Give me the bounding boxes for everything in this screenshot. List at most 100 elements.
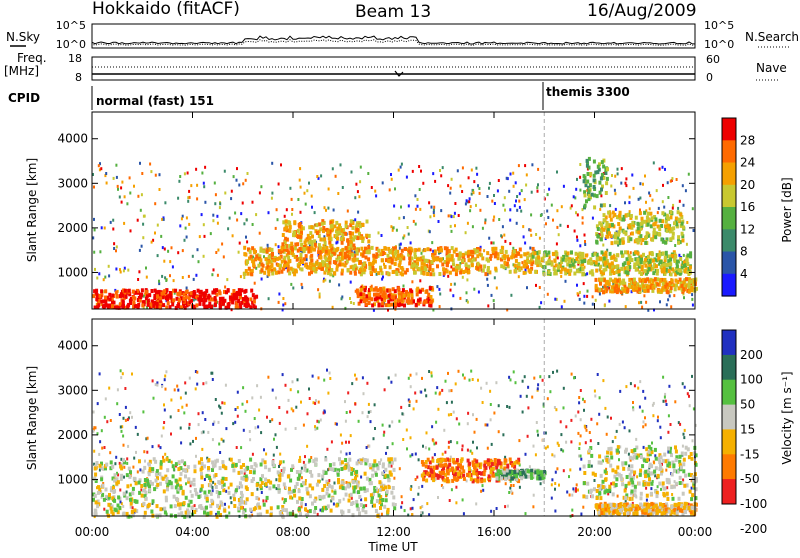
power-cell	[408, 233, 410, 236]
power-feature-2-cell	[459, 251, 462, 255]
power-cell	[669, 295, 671, 298]
power-feature-0-cell	[169, 294, 172, 298]
velocity-cell	[555, 408, 557, 411]
power-cell	[374, 190, 376, 193]
velocity-cell	[525, 453, 527, 456]
power-feature-2-cell	[308, 272, 311, 276]
velocity-cell	[642, 410, 644, 413]
power-feature-0-cell	[136, 304, 139, 308]
power-cell	[531, 191, 533, 194]
velocity-feature-0-cell	[446, 469, 449, 473]
power-feature-4-cell	[308, 247, 311, 251]
power-cell	[104, 227, 106, 230]
freq-tick-top: 18	[68, 52, 82, 65]
velocity-feature-2-cell	[330, 509, 333, 513]
power-feature-0-cell	[238, 288, 241, 292]
power-feature-2-cell	[411, 264, 414, 268]
power-feature-3-cell	[611, 261, 614, 265]
power-feature-3-cell	[604, 262, 607, 266]
power-feature-2-cell	[341, 269, 344, 273]
power-feature-2-cell	[337, 256, 340, 260]
velocity-feature-1-cell	[530, 469, 533, 473]
velocity-feature-0-cell	[491, 462, 494, 466]
power-feature-4-cell	[346, 239, 349, 243]
power-cell	[582, 216, 584, 219]
power-cell	[482, 227, 484, 230]
velocity-cell	[527, 386, 529, 389]
velocity-cell	[345, 441, 347, 444]
velocity-cell	[617, 495, 619, 498]
velocity-cell	[295, 427, 297, 430]
velocity-cell	[590, 439, 592, 442]
power-feature-2-cell	[363, 262, 366, 266]
velocity-cell	[583, 409, 585, 412]
power-feature-7-cell	[611, 241, 614, 245]
power-feature-2-cell	[351, 258, 354, 262]
power-cell	[686, 221, 688, 224]
power-cell	[667, 181, 669, 184]
power-cell	[133, 185, 135, 188]
power-feature-7-cell	[681, 222, 684, 226]
power-cell	[301, 283, 303, 286]
power-cell	[186, 216, 188, 219]
velocity-cell	[273, 454, 275, 457]
power-feature-3-cell	[599, 257, 602, 261]
power-feature-7-cell	[639, 211, 642, 215]
velocity-cell	[271, 418, 273, 421]
power-feature-4-cell	[298, 225, 301, 229]
velocity-cell	[314, 428, 316, 431]
velocity-cell	[510, 490, 512, 493]
power-feature-2-cell	[367, 250, 370, 254]
velocity-cell	[632, 401, 634, 404]
velocity-cell	[462, 374, 464, 377]
power-cell	[169, 274, 171, 277]
power-feature-5-cell	[600, 176, 603, 180]
velocity-cell	[670, 423, 672, 426]
power-feature-3-cell	[575, 257, 578, 261]
power-feature-2-cell	[375, 252, 378, 256]
velocity-feature-2-cell	[321, 474, 324, 478]
velocity-feature-0-cell	[422, 462, 425, 466]
velocity-feature-0-cell	[439, 471, 442, 475]
velocity-cell	[522, 380, 524, 383]
power-cell	[639, 182, 641, 185]
velocity-cell	[410, 488, 412, 491]
power-feature-2-cell	[287, 256, 290, 260]
velocity-feature-0-cell	[425, 460, 428, 464]
velocity-feature-0-cell	[446, 477, 449, 481]
velocity-cell	[596, 422, 598, 425]
velocity-cell	[350, 434, 352, 437]
velocity-feature-2-cell	[277, 470, 280, 474]
power-feature-4-cell	[349, 231, 352, 235]
power-feature-7-cell	[628, 225, 631, 229]
power-feature-2-cell	[348, 257, 351, 261]
power-cell	[466, 291, 468, 294]
velocity-feature-2-cell	[166, 468, 169, 472]
velocity-cell	[565, 441, 567, 444]
power-cell	[419, 188, 421, 191]
velocity-cell	[659, 426, 661, 429]
velocity-cell	[444, 451, 446, 454]
power-cell	[496, 287, 498, 290]
power-feature-2-cell	[271, 263, 274, 267]
velocity-cell	[195, 437, 197, 440]
velocity-feature-0-cell	[435, 473, 438, 477]
velocity-feature-1-cell	[537, 470, 540, 474]
velocity-cell	[619, 423, 621, 426]
power-cell	[98, 272, 100, 275]
velocity-cell	[225, 384, 227, 387]
power-cell	[161, 275, 163, 278]
power-cell	[299, 179, 301, 182]
power-cell	[457, 169, 459, 172]
velocity-cell	[486, 424, 488, 427]
velocity-cell	[316, 427, 318, 430]
velocity-feature-2-cell	[133, 477, 136, 481]
velocity-cell	[610, 417, 612, 420]
power-cell	[556, 209, 558, 212]
cpid-segment-2: themis 3300	[546, 85, 630, 99]
velocity-cell	[291, 407, 293, 410]
power-feature-0-cell	[195, 303, 198, 307]
velocity-cell	[448, 389, 450, 392]
power-cell	[498, 218, 500, 221]
power-feature-3-cell	[547, 251, 550, 255]
